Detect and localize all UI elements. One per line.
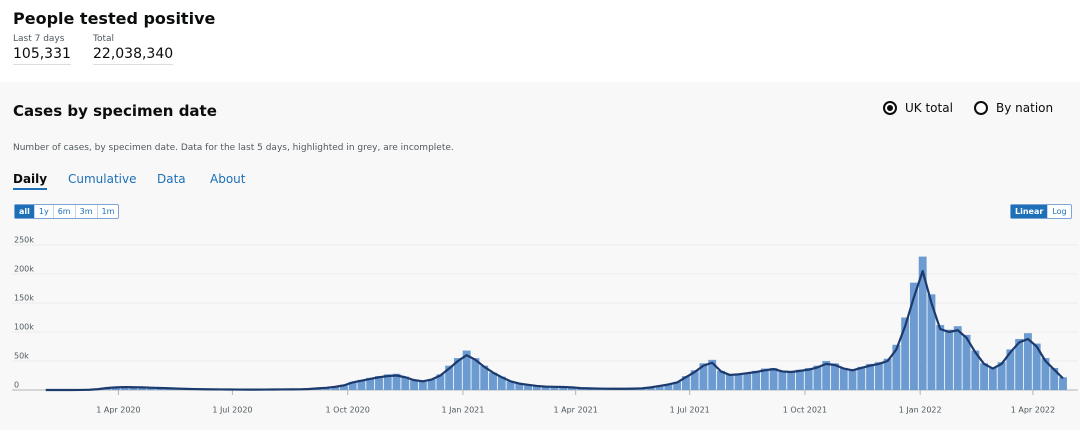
card-title: Cases by specimen date [13,102,217,120]
description: Number of cases, by specimen date. Data … [13,143,454,153]
scale-buttons: Linear Log [1010,204,1072,219]
tab[interactable]: About [210,172,246,186]
range-button[interactable]: 6m [52,205,75,218]
tab[interactable]: Cumulative [68,172,137,186]
radio[interactable] [974,101,988,115]
scale-button[interactable]: Linear [1011,205,1048,218]
radio-option[interactable]: By nation [974,101,1053,115]
stat-value: 22,038,340 [93,46,174,65]
range-button[interactable]: 1y [33,205,53,218]
stat-label: Total [93,34,115,44]
range-button[interactable]: all [15,205,34,218]
tab[interactable]: Daily [13,172,48,190]
stat-value: 105,331 [13,46,71,65]
range-button[interactable]: 1m [96,205,119,218]
stat-label: Last 7 days [13,34,65,44]
radio-option[interactable]: UK total [883,101,953,115]
range-button[interactable]: 3m [74,205,97,218]
card [0,82,1080,430]
heading: People tested positive [13,9,216,28]
scale-button[interactable]: Log [1047,205,1070,218]
radio-label: UK total [905,101,953,115]
radio-label: By nation [996,101,1054,115]
range-buttons: all 1y 6m 3m 1m [14,204,120,219]
radio[interactable] [883,101,897,115]
tab[interactable]: Data [157,172,186,186]
